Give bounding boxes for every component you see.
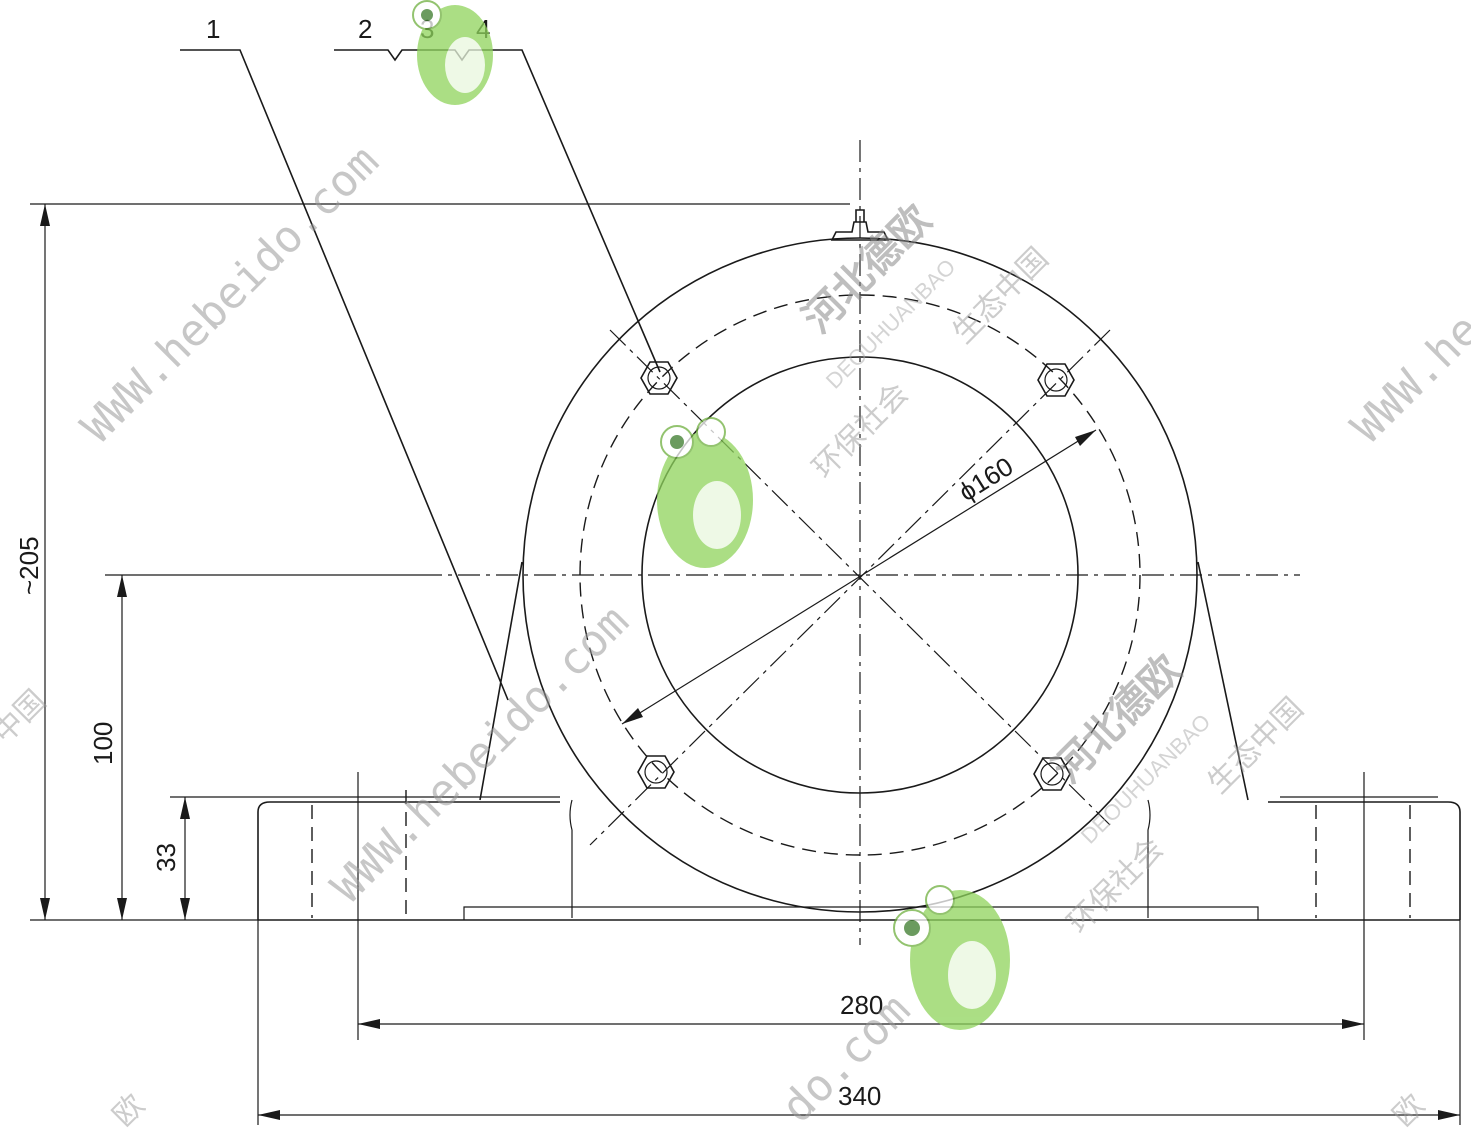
arrow-205-bottom <box>40 898 50 920</box>
dim-text-33: 33 <box>151 843 181 872</box>
right-inner-leg <box>1147 799 1151 918</box>
watermark-url-3: WWW.he <box>1342 304 1471 452</box>
bolt-bottom-left <box>644 760 668 784</box>
watermark-url-2: WWW.hebeido.com <box>322 596 639 913</box>
dim-text-205: ~205 <box>14 536 44 595</box>
arrow-205-top <box>40 204 50 226</box>
bolt-circle <box>579 294 1141 856</box>
part-label-2: 2 <box>358 14 372 44</box>
leader-2-3-4 <box>334 49 661 373</box>
grease-nipple <box>830 221 890 241</box>
watermark-partial-brand-1: 欧 <box>106 1088 152 1130</box>
right-pedestal-line <box>1197 561 1249 801</box>
arrow-33-top <box>180 797 190 819</box>
frog-mascot-3 <box>893 885 1010 1030</box>
right-foot-outline <box>1268 801 1461 920</box>
frog-mascot-1 <box>412 0 493 105</box>
arrow-33-bottom <box>180 898 190 920</box>
watermark-brand-cn-1: 河北德欧 <box>795 196 941 342</box>
arrow-280-right <box>1342 1019 1364 1029</box>
base-pad <box>463 906 1259 920</box>
bolt-top-right <box>1044 368 1068 392</box>
arrow-340-left <box>258 1110 280 1120</box>
frog-mascot-2 <box>657 417 753 568</box>
arrow-100-bottom <box>117 898 127 920</box>
watermark-partial-brand-2: 欧 <box>1386 1088 1432 1130</box>
part-label-1: 1 <box>206 14 220 44</box>
arrow-diam-lower <box>622 708 643 724</box>
arrow-340-right <box>1438 1110 1460 1120</box>
watermark-slogan-2a: 环保社会 <box>1061 831 1171 941</box>
dim-text-280: 280 <box>840 990 883 1020</box>
center-lines <box>420 140 1300 945</box>
watermark-slogan-2b: 生态中国 <box>1201 691 1311 801</box>
arrow-280-left <box>358 1019 380 1029</box>
arrow-diam-upper <box>1075 430 1096 446</box>
dim-text-100: 100 <box>88 722 118 765</box>
bolt-bottom-right <box>1040 762 1064 786</box>
arrow-100-top <box>117 575 127 597</box>
dim-line-diameter <box>621 429 1097 725</box>
watermark-slogan-1a: 环保社会 <box>806 376 916 486</box>
diagonal-centerline-2 <box>589 329 1111 846</box>
bolt-hex-top-left <box>640 361 678 395</box>
bolt-hex-top-right <box>1037 363 1075 397</box>
dimensions <box>30 203 1461 1125</box>
dim-text-340: 340 <box>838 1081 881 1111</box>
watermark-slogan-1b: 生态中国 <box>946 241 1056 351</box>
leader-1 <box>180 49 509 701</box>
left-inner-leg <box>569 799 573 918</box>
bolt-top-left <box>647 366 671 390</box>
left-foot-outline <box>257 801 560 920</box>
